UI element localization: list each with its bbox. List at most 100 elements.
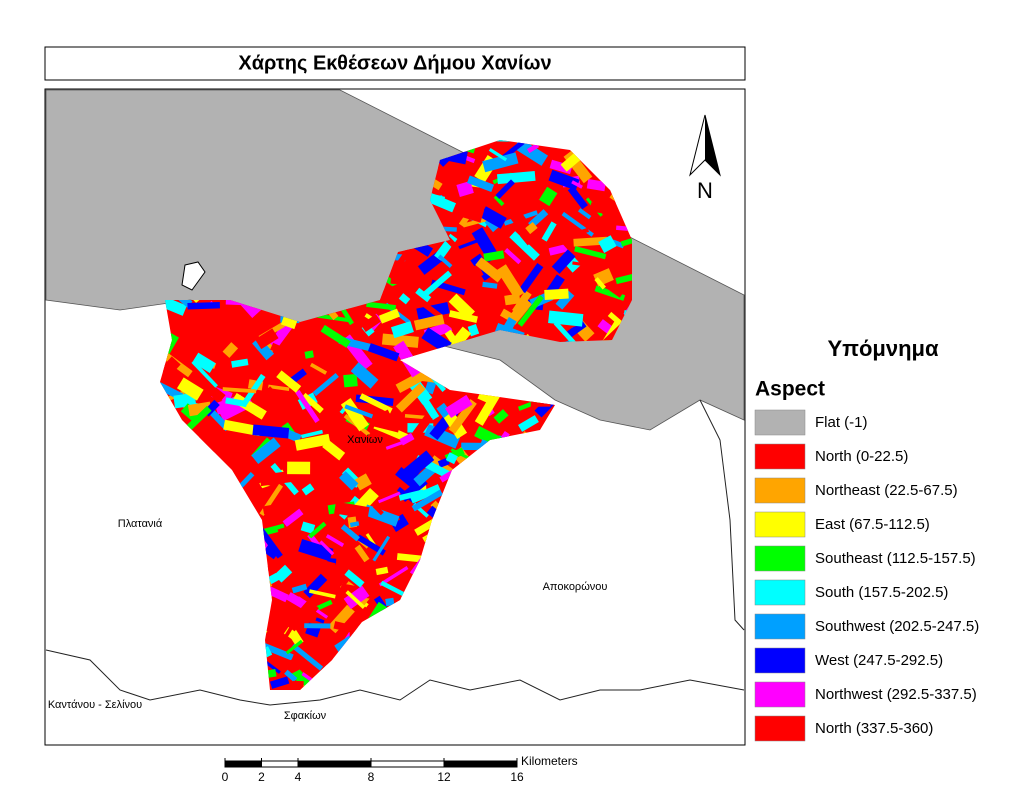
raster-patch (301, 483, 315, 496)
raster-patch (309, 362, 328, 375)
legend-swatch (754, 443, 806, 470)
raster-patch (448, 293, 475, 320)
raster-patch (223, 419, 262, 437)
raster-patch (285, 681, 299, 690)
raster-patch (196, 317, 212, 332)
raster-patch (600, 294, 616, 307)
raster-patch (517, 294, 544, 327)
raster-patch (268, 319, 294, 350)
raster-patch (187, 301, 220, 310)
raster-patch (398, 293, 411, 305)
raster-patch (354, 473, 372, 491)
legend-swatch (754, 511, 806, 538)
raster-patch (231, 358, 249, 368)
raster-patch (493, 195, 505, 207)
raster-patch (263, 386, 278, 400)
raster-patch (417, 392, 440, 421)
scale-segment (224, 760, 262, 768)
raster-patch (390, 278, 424, 287)
raster-patch (518, 415, 539, 432)
raster-patch (548, 169, 580, 191)
raster-patch (611, 239, 625, 249)
raster-patch (449, 264, 484, 289)
boundary (699, 399, 745, 631)
raster-patch (519, 263, 544, 294)
legend-label: Southwest (202.5-247.5) (815, 618, 979, 635)
legend-label: South (157.5-202.5) (815, 584, 948, 601)
raster-patch (482, 281, 498, 289)
raster-patch (186, 350, 199, 368)
raster-patch (350, 362, 379, 389)
raster-patch (309, 589, 336, 599)
raster-patch (395, 383, 426, 413)
raster-patch (556, 230, 589, 265)
raster-patch (444, 394, 473, 419)
raster-patch (548, 310, 584, 327)
raster-patch (539, 186, 558, 207)
raster-patch (385, 597, 395, 607)
raster-patch (541, 221, 557, 242)
raster-patch (572, 261, 590, 267)
raster-patch (620, 230, 632, 247)
legend-label: Southeast (112.5-157.5) (815, 550, 976, 567)
raster-patch (340, 524, 360, 542)
raster-patch (304, 623, 331, 629)
raster-patch (191, 360, 218, 388)
scale-tick-label: 2 (258, 770, 265, 784)
raster-patch (404, 413, 426, 420)
raster-patch (262, 499, 301, 515)
raster-patch (456, 180, 474, 197)
legend-swatch (754, 545, 806, 572)
raster-patch (205, 434, 235, 463)
raster-patch (474, 389, 502, 426)
raster-patch (409, 484, 442, 504)
raster-patch (334, 501, 370, 519)
place-label: Χανίων (347, 434, 383, 446)
raster-patch (378, 566, 409, 587)
raster-patch (465, 155, 476, 164)
raster-patch (573, 227, 589, 237)
raster-patch (483, 250, 505, 262)
raster-patch (389, 513, 409, 532)
raster-patch (354, 544, 370, 563)
raster-patch (412, 413, 433, 438)
raster-patch (315, 617, 325, 624)
raster-patch (413, 314, 445, 331)
raster-patch (298, 554, 336, 572)
raster-patch (343, 373, 358, 388)
legend-heading: Υπόμνημα (827, 336, 939, 361)
legend-swatch (754, 409, 806, 436)
raster-patch (160, 377, 184, 401)
raster-patch (280, 315, 298, 330)
raster-patch (286, 592, 309, 610)
raster-patch (448, 310, 478, 324)
raster-patch (291, 583, 308, 594)
raster-patch (320, 324, 351, 348)
raster-patch (375, 566, 389, 576)
raster-patch (571, 180, 583, 189)
raster-patch (586, 178, 606, 192)
north-label: N (697, 178, 713, 203)
raster-patch (294, 433, 331, 451)
legend-swatch (754, 681, 806, 708)
raster-patch (345, 590, 366, 609)
raster-patch (509, 231, 540, 261)
raster-patch (284, 669, 298, 683)
title-box (44, 46, 746, 81)
raster-patch (274, 564, 293, 583)
scale-segment (443, 760, 518, 768)
raster-patch (422, 301, 455, 329)
raster-patch (319, 540, 335, 556)
legend-label: North (0-22.5) (815, 448, 908, 465)
raster-patch (415, 287, 432, 303)
raster-patch (360, 465, 371, 474)
raster-patch (282, 621, 297, 641)
raster-patch (437, 254, 453, 269)
raster-patch (261, 642, 294, 661)
raster-patch (391, 439, 424, 458)
raster-patch (173, 392, 197, 409)
raster-patch (282, 508, 304, 527)
raster-patch (482, 152, 519, 173)
raster-patch (191, 372, 226, 403)
raster-patch (381, 333, 419, 348)
